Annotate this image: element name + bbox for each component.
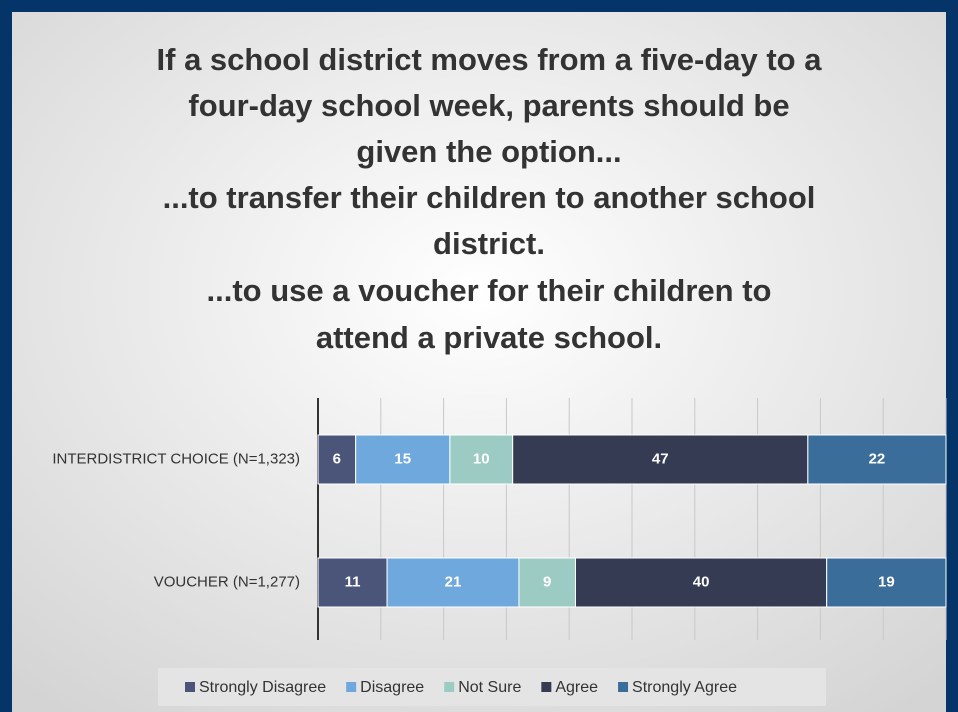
legend-label: Strongly Disagree — [199, 679, 326, 696]
legend-box — [158, 668, 826, 706]
data-label: 47 — [652, 450, 669, 467]
legend-swatch — [444, 682, 455, 692]
chart-title: ...to transfer their children to another… — [163, 180, 816, 215]
legend-label: Strongly Agree — [632, 679, 737, 696]
bar — [826, 557, 947, 608]
data-label: 6 — [333, 450, 341, 467]
data-label: 10 — [473, 450, 490, 467]
y-tick-label: VOUCHER (N=1,277) — [154, 573, 300, 590]
data-label: 40 — [693, 573, 710, 590]
data-label: 9 — [543, 573, 551, 590]
data-label: 15 — [394, 450, 411, 467]
legend-swatch — [185, 682, 195, 692]
bar — [518, 557, 576, 608]
bar — [807, 434, 947, 485]
legend-label: Not Sure — [458, 679, 521, 696]
chart-title: If a school district moves from a five-d… — [157, 42, 823, 77]
legend-swatch — [541, 682, 552, 692]
bar — [449, 434, 514, 485]
legend-swatch — [618, 682, 629, 692]
chart-title: given the option... — [356, 134, 621, 169]
chart-title: ...to use a voucher for their children t… — [207, 273, 772, 308]
data-label: 22 — [869, 450, 886, 467]
chart-title: attend a private school. — [316, 320, 662, 355]
bar — [574, 557, 828, 608]
chart-title: district. — [433, 226, 545, 261]
legend-label: Agree — [555, 679, 598, 696]
legend-swatch — [346, 682, 357, 692]
data-label: 21 — [445, 573, 462, 590]
y-tick-label: INTERDISTRICT CHOICE (N=1,323) — [52, 450, 300, 467]
legend-label: Disagree — [360, 679, 424, 696]
bar — [512, 434, 809, 485]
bar — [317, 557, 388, 608]
data-label: 19 — [878, 573, 895, 590]
chart-title: four-day school week, parents should be — [188, 88, 789, 123]
data-label: 11 — [345, 573, 361, 590]
